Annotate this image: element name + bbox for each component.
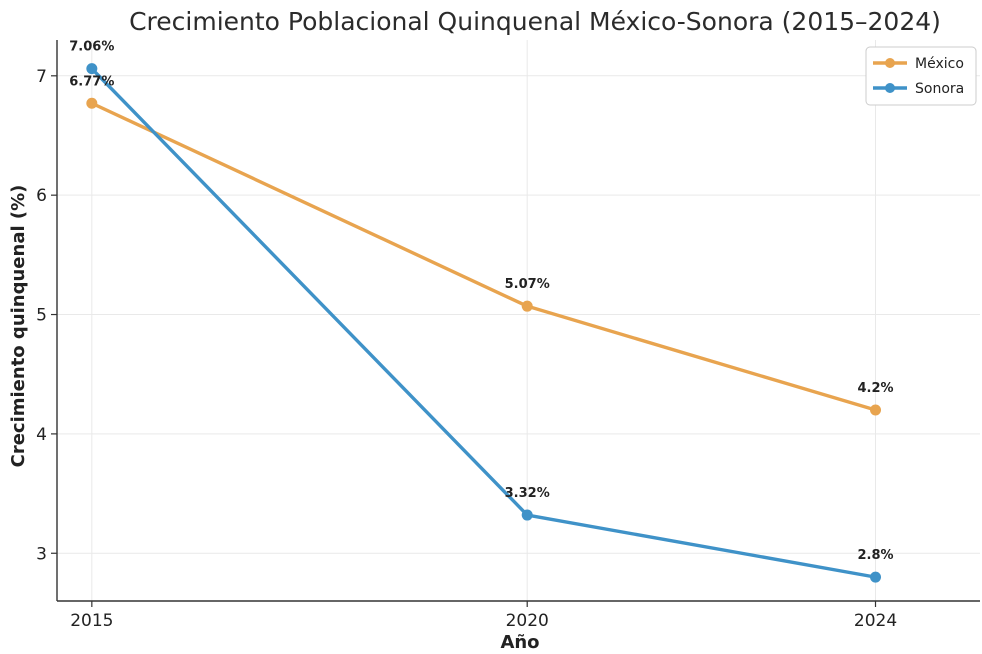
grid-lines (57, 40, 980, 601)
data-point-mexico (521, 300, 533, 312)
legend-label-mexico: México (915, 56, 964, 72)
y-tick-label: 7 (36, 67, 47, 87)
y-tick-label: 3 (36, 544, 47, 564)
data-point-sonora (86, 63, 98, 75)
data-point-sonora (521, 509, 533, 521)
data-label-mexico: 6.77% (69, 74, 114, 89)
x-tick-label: 2020 (506, 611, 549, 631)
x-axis-title: Año (500, 632, 539, 653)
data-label-mexico: 5.07% (505, 277, 550, 292)
tick-labels: 3 4 5 6 7 2015 2020 2024 (36, 67, 897, 631)
series-line-mexico (90, 101, 878, 412)
chart-legend: México Sonora (865, 46, 977, 106)
data-labels: 6.77% 5.07% 4.2% 7.06% 3.32% 2.8% (69, 40, 893, 563)
legend-marker-mexico (885, 58, 895, 68)
y-tick-label: 5 (36, 306, 47, 326)
legend-label-sonora: Sonora (915, 81, 964, 97)
series-line-sonora (90, 66, 878, 579)
data-label-sonora: 3.32% (505, 486, 550, 501)
data-point-mexico (870, 404, 882, 416)
y-tick-label: 6 (36, 186, 47, 206)
y-tick-label: 4 (36, 425, 47, 445)
y-axis-title: Crecimiento quinquenal (%) (8, 185, 29, 468)
data-point-mexico (86, 97, 98, 109)
chart-title: Crecimiento Poblacional Quinquenal Méxic… (129, 7, 941, 36)
data-label-sonora: 2.8% (857, 548, 893, 563)
data-point-sonora (870, 571, 882, 583)
data-label-mexico: 4.2% (857, 381, 893, 396)
x-tick-label: 2024 (854, 611, 897, 631)
series-lines (86, 63, 882, 583)
chart-axes (56, 40, 980, 602)
legend-marker-sonora (885, 83, 895, 93)
data-label-sonora: 7.06% (69, 40, 114, 55)
x-tick-label: 2015 (70, 611, 113, 631)
